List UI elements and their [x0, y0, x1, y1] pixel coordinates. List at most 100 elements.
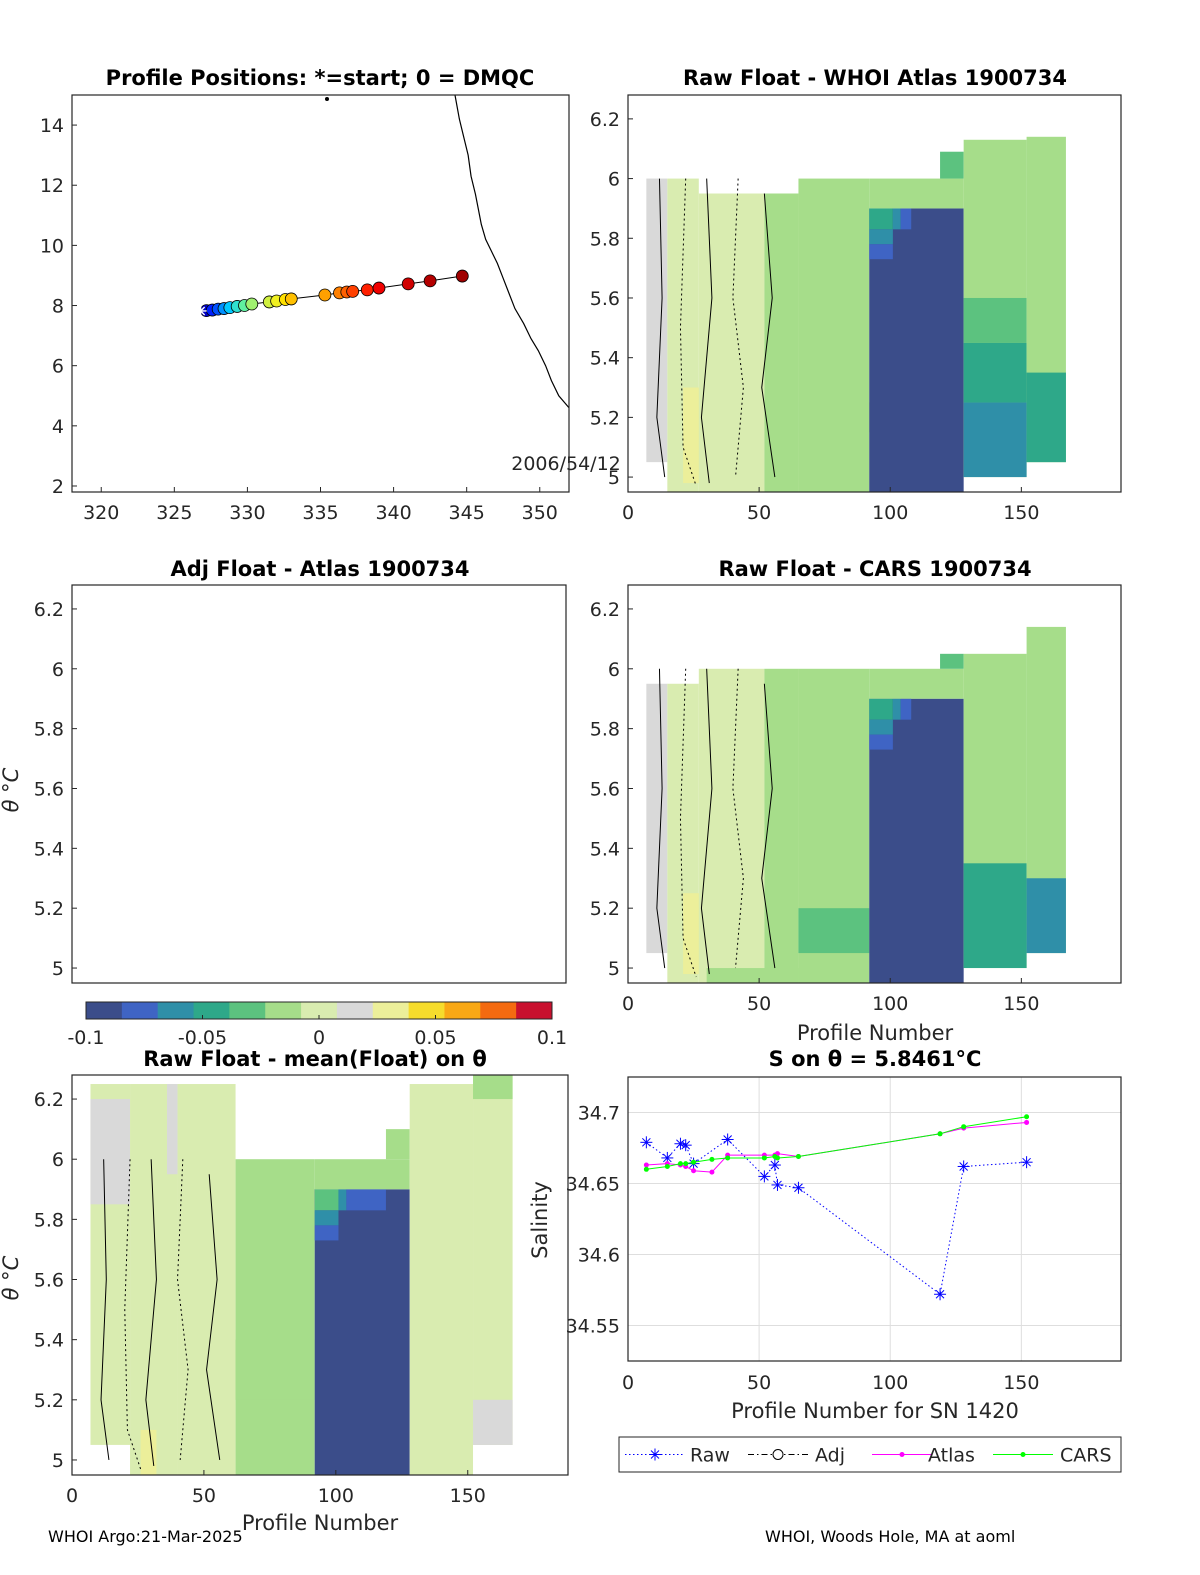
colorbar-swatch [86, 1002, 123, 1019]
contour-line [656, 178, 666, 478]
raw-whoi-title: Raw Float - WHOI Atlas 1900734 [683, 66, 1067, 90]
heatmap-cell [90, 1099, 131, 1205]
heatmap-ytick-label: 6 [52, 659, 64, 681]
profile-position-marker [346, 284, 360, 298]
heatmap-cell [798, 402, 870, 433]
heatmap-cell [473, 1075, 513, 1445]
map-title: Profile Positions: *=start; 0 = DMQC [106, 66, 535, 90]
heatmap-axes-box [627, 94, 1122, 493]
heatmap-cell [940, 151, 964, 179]
contour-line [732, 668, 744, 969]
start-marker [194, 304, 207, 317]
heatmap-cell [798, 908, 870, 954]
series-point [774, 1155, 780, 1161]
footer-left: WHOI Argo:21-Mar-2025 [48, 1527, 243, 1546]
adj-atlas-panel: Adj Float - Atlas 1900734 5 5.2 5.4 5.6 5.8 6… [0, 557, 567, 984]
heatmap-cell [963, 297, 1027, 343]
heatmap-xtick-label: 100 [872, 502, 908, 524]
heatmap-cell [869, 734, 893, 750]
heatmap-ytick-label: 5.6 [34, 778, 64, 800]
raw-point [758, 1170, 771, 1183]
heatmap-cells [646, 136, 1066, 492]
heatmap-ytick-label: 6.2 [590, 109, 620, 131]
legend-entry-cars: CARS [993, 1445, 1112, 1467]
colorbar-swatch [408, 1002, 445, 1019]
heatmap-xtick-label: 0 [622, 502, 634, 524]
heatmap-cell [698, 668, 765, 983]
series-point [961, 1124, 967, 1130]
profile-position-marker [284, 292, 298, 306]
heatmap-cell [963, 863, 1027, 969]
colorbar-tick-label: -0.05 [178, 1027, 227, 1049]
heatmap-cell [140, 1429, 157, 1475]
heatmap-ytick-label: 5.4 [34, 1330, 64, 1352]
heatmap-ytick-label: 5.6 [590, 778, 620, 800]
raw-cars-xlabel: Profile Number [797, 1021, 954, 1045]
heatmap-ytick-label: 5.4 [590, 838, 620, 860]
contour-line [124, 1159, 142, 1470]
heatmap-cell [646, 683, 668, 954]
salinity-xlabel: Profile Number for SN 1420 [731, 1399, 1019, 1423]
contour-line [761, 683, 776, 969]
heatmap-cell [166, 1084, 178, 1175]
raw-mean-ylabel: θ °C [0, 1255, 23, 1300]
profile-position-marker [360, 283, 374, 297]
legend-label: Raw [690, 1445, 730, 1467]
colorbar-tick-label: -0.1 [67, 1027, 104, 1049]
heatmap-cell [869, 719, 893, 735]
heatmap-cell [869, 244, 893, 260]
map-ytick-label: 8 [52, 296, 64, 318]
heatmap-cell [869, 668, 964, 699]
raw-cars-title: Raw Float - CARS 1900734 [718, 557, 1031, 581]
heatmap-ytick-label: 6.2 [34, 599, 64, 621]
heatmap-ytick-label: 5.2 [590, 898, 620, 920]
map-xtick-label: 350 [522, 502, 558, 524]
raw-mean-xlabel: Profile Number [242, 1511, 399, 1535]
colorbar-swatch [157, 1002, 195, 1019]
heatmap-cell [646, 178, 668, 463]
adj-atlas-title: Adj Float - Atlas 1900734 [170, 557, 469, 581]
contour-line [700, 178, 713, 484]
colorbar-swatch [193, 1002, 230, 1019]
series-point [677, 1161, 683, 1167]
raw-point [934, 1288, 947, 1301]
profile-position-marker [455, 269, 469, 283]
salinity-ytick-label: 34.65 [566, 1174, 620, 1196]
raw-cars-panel: Raw Float - CARS 1900734 5 5.2 5.4 5.6 5.8 6 6… [590, 557, 1122, 1045]
heatmap-cell [473, 1075, 513, 1100]
heatmap-cell [892, 698, 901, 720]
heatmap-cell [385, 1129, 410, 1160]
colorbar-swatch [336, 1002, 374, 1019]
series-point [795, 1154, 801, 1160]
heatmap-cells [646, 626, 1066, 983]
series-line [646, 1138, 1027, 1296]
heatmap-cell [177, 1084, 236, 1475]
series-point [683, 1161, 689, 1167]
contour-lines [656, 668, 776, 978]
series-point [937, 1131, 943, 1137]
salinity-ytick-label: 34.6 [578, 1245, 620, 1267]
heatmap-ytick-label: 5 [608, 958, 620, 980]
colorbar-swatch [265, 1002, 302, 1019]
heatmap-cell [798, 178, 870, 492]
heatmap-xtick-label: 50 [747, 502, 771, 524]
colorbar-swatch [121, 1002, 159, 1019]
map-xtick-label: 320 [83, 502, 119, 524]
heatmap-cell [869, 698, 893, 720]
heatmap-cell [235, 1339, 315, 1400]
heatmap-axes-box [71, 584, 567, 984]
series-point [725, 1155, 731, 1161]
salinity-xtick-label: 150 [1003, 1372, 1039, 1394]
heatmap-ytick-label: 5.4 [590, 348, 620, 370]
series-point [761, 1155, 767, 1161]
heatmap-ytick-label: 5.2 [34, 898, 64, 920]
map-date-annotation: 2006/54/12 [511, 453, 621, 475]
heatmap-cell [1026, 372, 1066, 463]
heatmap-cell [963, 402, 1027, 478]
heatmap-cell [869, 229, 893, 245]
contour-line [761, 193, 776, 478]
footer-right: WHOI, Woods Hole, MA at aoml [765, 1527, 1015, 1546]
map-xtick-label: 325 [156, 502, 192, 524]
salinity-xtick-label: 100 [872, 1372, 908, 1394]
heatmap-ytick-label: 5.8 [34, 719, 64, 741]
